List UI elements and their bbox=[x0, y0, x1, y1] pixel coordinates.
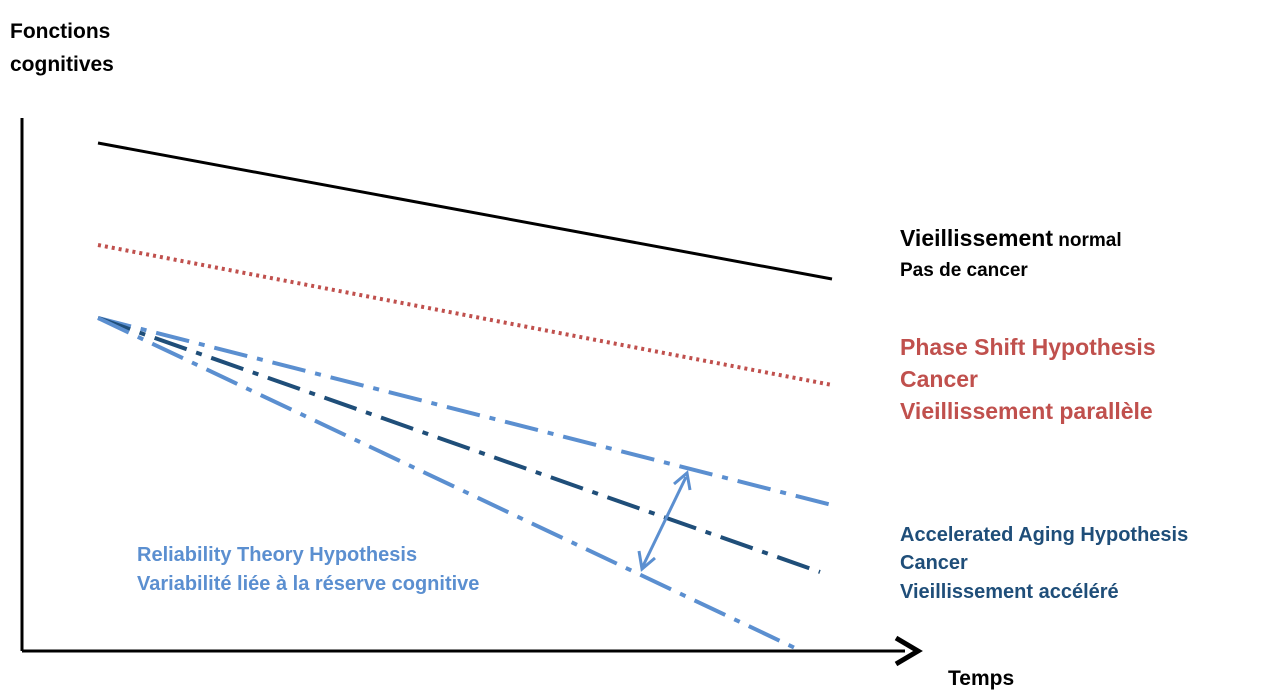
accelerated-label-line3: Vieillissement accéléré bbox=[900, 581, 1119, 603]
phase-shift-label-line2: Cancer bbox=[900, 366, 978, 392]
phase-shift-label-line1: Phase Shift Hypothesis bbox=[900, 334, 1156, 360]
accelerated-label-line1: Accelerated Aging Hypothesis bbox=[900, 524, 1188, 546]
variability-double-arrow bbox=[641, 476, 688, 567]
x-axis-label: Temps bbox=[948, 667, 1014, 690]
normal-aging-line bbox=[97, 141, 833, 281]
reliability-label-line1: Reliability Theory Hypothesis bbox=[137, 544, 417, 566]
accelerated-label-line2: Cancer bbox=[900, 552, 968, 574]
y-axis-label-line1: Fonctions bbox=[10, 20, 110, 43]
variability-arrowhead-bottom bbox=[637, 550, 656, 572]
phase-shift-label-line3: Vieillissement parallèle bbox=[900, 398, 1153, 424]
normal-label-line2: Pas de cancer bbox=[900, 260, 1028, 281]
x-axis-arrowhead bbox=[894, 635, 923, 667]
variability-arrowhead-top bbox=[673, 470, 692, 491]
reliability-lower-line bbox=[97, 316, 796, 650]
normal-label-line1-suffix: normal bbox=[1053, 230, 1122, 251]
accelerated-aging-line bbox=[97, 316, 821, 574]
phase-shift-line bbox=[97, 243, 833, 387]
reliability-label-line2: Variabilité liée à la réserve cognitive bbox=[137, 573, 479, 595]
y-axis-label-line2: cognitives bbox=[10, 53, 114, 76]
reliability-upper-line bbox=[97, 316, 833, 507]
normal-label-line1-main: Vieillissement bbox=[900, 225, 1053, 251]
normal-label-line1: Vieillissement normal bbox=[900, 225, 1122, 251]
